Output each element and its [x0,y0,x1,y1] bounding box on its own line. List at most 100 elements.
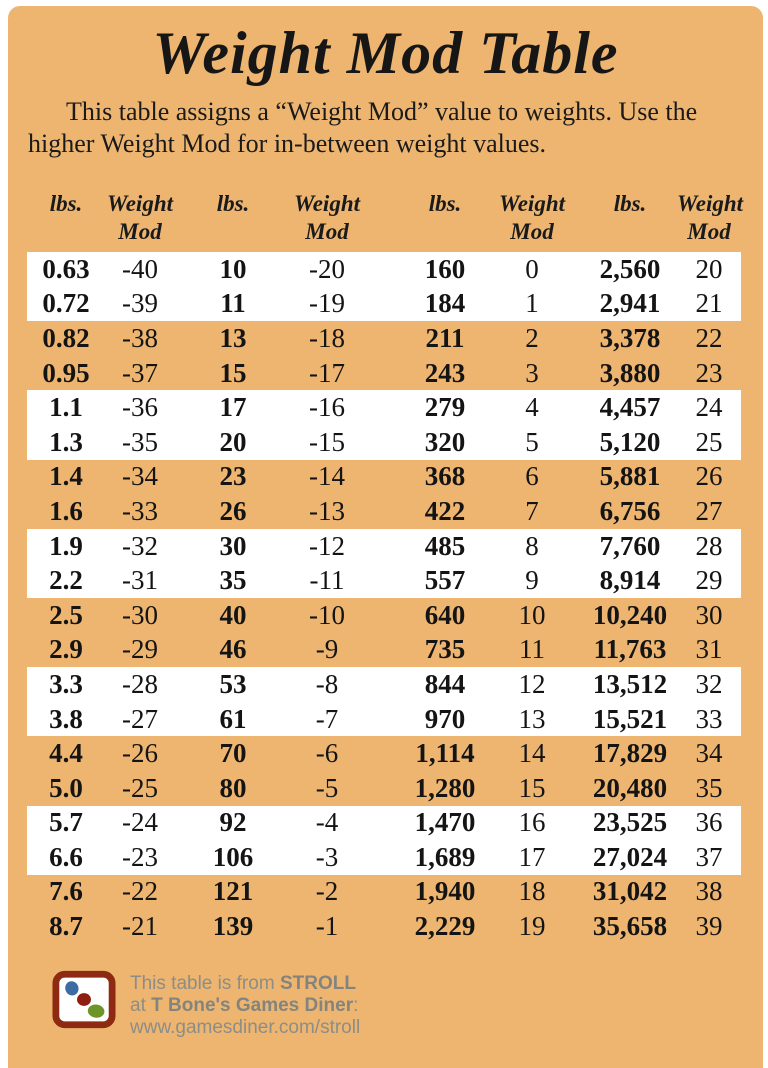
column-header-weight-mod: Weight Mod [677,190,744,246]
weight-mod-value: -36 [122,392,158,423]
table-row: 6.6 -23 106 -3 1,689 17 27,024 37 [27,840,741,875]
lbs-value: 5,881 [599,461,661,492]
table-row: 2.9 -29 46 -9 735 11 11,763 31 [27,633,741,668]
lbs-value: 106 [212,841,254,872]
weight-mod-value: 22 [695,322,723,353]
weight-mod-value: 28 [695,530,723,561]
weight-mod-value: -31 [122,565,158,596]
table-row: 2.2 -31 35 -11 557 9 8,914 29 [27,563,741,598]
weight-mod-value: 32 [695,668,723,699]
lbs-value: 3,378 [599,322,661,353]
weight-mod-value: 36 [695,807,723,838]
weight-mod-value: -5 [315,772,339,803]
weight-mod-value: 33 [695,703,723,734]
weight-mod-value: -39 [122,288,158,319]
lbs-value: 20,480 [592,772,668,803]
lbs-value: 46 [219,634,247,665]
weight-mod-value: 37 [695,841,723,872]
lbs-value: 2.9 [49,634,83,665]
lbs-value: 1,280 [414,772,476,803]
lbs-value: 35,658 [592,911,668,942]
weight-mod-value: -30 [122,599,158,630]
weight-mod-value: 23 [695,357,723,388]
weight-mod-value: -33 [122,495,158,526]
header-weight-label: Weight [677,191,744,216]
lbs-value: 10 [219,253,247,284]
column-header-weight-mod: Weight Mod [105,190,175,246]
footer-source-name: STROLL [279,972,356,994]
table-row: 0.82 -38 13 -18 211 2 3,378 22 [27,321,741,356]
table-row: 3.3 -28 53 -8 844 12 13,512 32 [27,667,741,702]
column-header-lbs: lbs. [613,191,647,216]
lbs-value: 735 [424,634,466,665]
weight-mod-value: 2 [525,322,539,353]
lbs-value: 1.4 [49,461,83,492]
weight-mod-value: 31 [695,634,723,665]
lbs-value: 970 [424,703,466,734]
lbs-value: 80 [219,772,247,803]
weight-mod-value: -21 [122,911,158,942]
lbs-value: 35 [219,565,247,596]
weight-mod-value: -3 [315,841,339,872]
weight-mod-value: -15 [309,426,345,457]
weight-mod-value: 21 [695,288,723,319]
weight-mod-value: -27 [122,703,158,734]
lbs-value: 2,229 [414,911,476,942]
table-row: 1.1 -36 17 -16 279 4 4,457 24 [27,390,741,425]
weight-mod-value: 30 [695,599,723,630]
weight-mod-value: 9 [525,565,539,596]
lbs-value: 13,512 [592,668,668,699]
header-weight-label: Weight [498,191,566,216]
table-body: 0.63 -40 10 -20 160 0 2,560 20 0.72 -39 11 -19 184 1 2… [27,252,741,944]
weight-mod-value: -18 [309,322,345,353]
weight-mod-value: -38 [122,322,158,353]
lbs-value: 15,521 [592,703,668,734]
lbs-value: 15 [219,357,247,388]
weight-mod-value: -22 [122,876,158,907]
weight-mod-value: 13 [518,703,546,734]
weight-mod-value: -10 [309,599,345,630]
weight-mod-value: -4 [315,807,339,838]
lbs-value: 3.8 [49,703,83,734]
weight-mod-value: -25 [122,772,158,803]
lbs-value: 279 [424,392,466,423]
header-mod-label: Mod [305,219,349,244]
lbs-value: 5,120 [599,426,661,457]
footer-url: www.gamesdiner.com/stroll [130,1016,361,1038]
table-row: 0.95 -37 15 -17 243 3 3,880 23 [27,356,741,391]
lbs-value: 1.3 [49,426,83,457]
weight-mod-table: lbs. Weight Mod lbs. Weight Mod lbs. Weigh… [27,190,744,944]
weight-mod-value: 14 [518,738,546,769]
header-mod-label: Mod [510,219,554,244]
lbs-value: 160 [424,253,466,284]
header-weight-label: Weight [293,191,361,216]
weight-mod-value: -11 [309,565,345,596]
footer-line1-prefix: This table is from [130,972,280,994]
column-header-lbs: lbs. [216,191,250,216]
table-row: 1.3 -35 20 -15 320 5 5,120 25 [27,424,741,460]
weight-mod-value: -12 [309,530,345,561]
lbs-value: 422 [424,495,466,526]
lbs-value: 0.63 [42,253,90,284]
weight-mod-value: -32 [122,530,158,561]
column-header-lbs: lbs. [428,191,462,216]
lbs-value: 139 [212,911,254,942]
weight-mod-value: 5 [525,426,539,457]
lbs-value: 368 [424,461,466,492]
lbs-value: 4.4 [49,738,83,769]
weight-mod-value: -26 [122,738,158,769]
weight-mod-value: 12 [518,668,546,699]
weight-mod-value: 29 [695,565,723,596]
table-row: 1.4 -34 23 -14 368 6 5,881 26 [27,460,741,495]
weight-mod-value: 10 [518,599,546,630]
weight-mod-value: 17 [518,841,546,872]
lbs-value: 243 [424,357,466,388]
lbs-value: 2,941 [599,288,661,319]
header-weight-label: Weight [106,191,174,216]
table-row: 4.4 -26 70 -6 1,114 14 17,829 34 [27,736,741,771]
lbs-value: 1.1 [49,392,83,423]
lbs-value: 1,114 [415,738,475,769]
lbs-value: 184 [424,288,466,319]
lbs-value: 0.95 [42,357,90,388]
weight-mod-value: -16 [309,392,345,423]
